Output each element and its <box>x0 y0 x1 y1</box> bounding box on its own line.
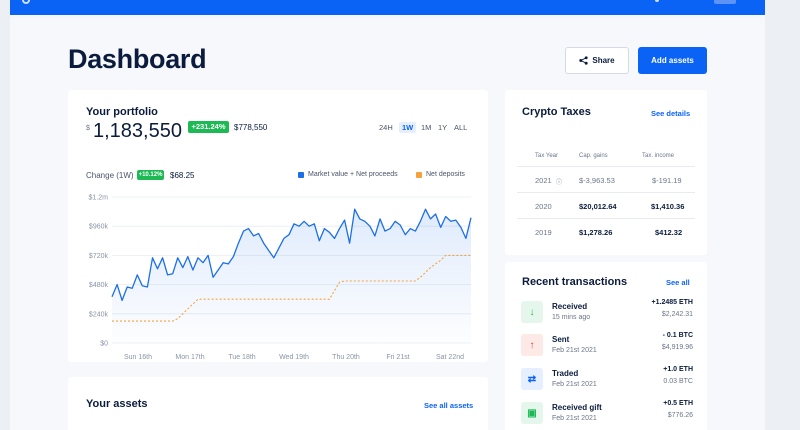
share-button[interactable]: Share <box>565 47 629 74</box>
x-tick-label: Mon 17th <box>175 354 204 361</box>
transaction-type: Sent <box>552 335 570 344</box>
tax-income: $412.32 <box>655 228 683 237</box>
market-value-line <box>111 208 472 302</box>
x-tick-label: Sat 22nd <box>436 354 464 361</box>
transaction-time: 15 mins ago <box>552 314 591 321</box>
portfolio-chart: $0 $240k $480k $720k $960k $1.2m Sun 16th Mon 1… <box>89 195 472 361</box>
notification-icon[interactable] <box>655 0 659 2</box>
transaction-item[interactable]: ⇄ Traded Feb 21st 2021 +1.0 ETH 0.03 BTC <box>521 366 693 396</box>
range-all[interactable]: ALL <box>454 123 468 132</box>
market-value-area <box>112 209 471 343</box>
transaction-usd: $2,242.31 <box>661 311 693 318</box>
y-tick-label: $720k <box>89 253 109 260</box>
tax-income: $-191.19 <box>652 176 682 185</box>
legend-label: Market value + Net proceeds <box>308 171 398 178</box>
change-amount: $68.25 <box>170 171 195 180</box>
cap-gains: $20,012.64 <box>579 202 617 211</box>
portfolio-card: Your portfolio $ 1,183,550 +231.24% $778… <box>68 90 488 362</box>
table-row[interactable]: 2021 ⓘ $-3,963.53 $-191.19 <box>517 166 695 192</box>
transaction-time: Feb 21st 2021 <box>552 415 597 422</box>
dashboard-page: Dashboard Share Add assets Your portfoli… <box>10 15 765 430</box>
transactions-title: Recent transactions <box>522 276 628 288</box>
x-tick-label: Fri 21st <box>386 354 409 361</box>
taxes-title: Crypto Taxes <box>522 106 591 118</box>
transaction-amount: +1.2485 ETH <box>651 299 693 306</box>
legend-label: Net deposits <box>426 171 465 178</box>
y-tick-label: $0 <box>100 341 108 348</box>
transaction-item[interactable]: ▣ Received gift Feb 21st 2021 +0.5 ETH $… <box>521 400 693 430</box>
portfolio-balance: 1,183,550 <box>93 120 182 142</box>
portfolio-title: Your portfolio <box>86 106 158 118</box>
range-1y[interactable]: 1Y <box>438 123 448 132</box>
menu-icon[interactable] <box>22 0 30 4</box>
add-assets-button[interactable]: Add assets <box>638 47 707 74</box>
share-label: Share <box>592 56 615 65</box>
gain-amount: $778,550 <box>234 123 268 132</box>
range-24h[interactable]: 24H <box>379 123 393 132</box>
legend-net-deposits: Net deposits <box>416 171 465 178</box>
gain-percent-badge: +231.24% <box>188 121 229 133</box>
transaction-type: Traded <box>552 369 579 378</box>
table-row[interactable]: 2019 $1,278.26 $412.32 <box>517 218 695 244</box>
legend-market-value: Market value + Net proceeds <box>298 171 398 178</box>
transaction-type: Received <box>552 302 588 311</box>
change-label: Change (1W) <box>86 171 134 180</box>
page-title: Dashboard <box>68 44 207 74</box>
table-row[interactable]: 2020 $20,012.64 $1,410.36 <box>517 192 695 218</box>
col-tax-year: Tax Year <box>535 153 559 159</box>
see-all-assets-link[interactable]: See all assets <box>424 401 474 410</box>
legend-swatch <box>298 171 304 178</box>
col-cap-gains: Cap. gains <box>579 153 608 159</box>
arrow-down-icon: ↓ <box>521 301 543 323</box>
assets-title: Your assets <box>86 398 148 410</box>
transaction-amount: +0.5 ETH <box>663 400 693 407</box>
legend-swatch <box>416 171 422 178</box>
transaction-type: Received gift <box>552 403 602 412</box>
range-1m[interactable]: 1M <box>421 123 432 132</box>
y-tick-label: $960k <box>89 224 109 231</box>
net-deposits-line <box>112 254 471 322</box>
swap-icon: ⇄ <box>521 368 543 390</box>
transaction-usd: 0.03 BTC <box>663 378 693 385</box>
transaction-usd: $776.26 <box>667 412 693 419</box>
tax-year: 2020 <box>535 202 552 211</box>
share-icon <box>579 56 589 65</box>
transaction-time: Feb 21st 2021 <box>552 347 597 354</box>
crypto-taxes-card: Crypto Taxes See details Tax Year Cap. g… <box>505 90 707 255</box>
y-tick-label: $480k <box>89 282 109 289</box>
transaction-amount: - 0.1 BTC <box>662 332 693 339</box>
info-icon: ⓘ <box>556 180 563 186</box>
recent-transactions-card: Recent transactions See all ↓ Received 1… <box>505 262 707 430</box>
x-tick-label: Thu 20th <box>332 354 360 361</box>
tax-income: $1,410.36 <box>651 202 685 211</box>
your-assets-card: Your assets See all assets <box>68 377 488 430</box>
x-tick-label: Tue 18th <box>228 354 255 361</box>
x-tick-label: Wed 19th <box>279 354 309 361</box>
see-all-transactions-link[interactable]: See all <box>666 278 690 287</box>
y-tick-label: $240k <box>89 311 109 318</box>
transaction-time: Feb 21st 2021 <box>552 381 597 388</box>
see-details-link[interactable]: See details <box>651 109 691 118</box>
currency-symbol: $ <box>86 125 90 132</box>
arrow-up-icon: ↑ <box>521 334 543 356</box>
top-navigation-bar <box>10 0 765 15</box>
transaction-amount: +1.0 ETH <box>663 366 693 373</box>
cap-gains: $-3,963.53 <box>579 176 615 185</box>
transaction-item[interactable]: ↓ Received 15 mins ago +1.2485 ETH $2,24… <box>521 299 693 329</box>
y-tick-label: $1.2m <box>89 195 109 202</box>
gift-icon: ▣ <box>521 402 543 424</box>
tax-year: 2019 <box>535 228 552 237</box>
change-percent-badge: +10.12% <box>137 170 164 180</box>
transaction-usd: $4,919.96 <box>661 344 693 351</box>
col-tax-income: Tax. income <box>642 153 675 159</box>
x-tick-label: Sun 16th <box>124 354 152 361</box>
tax-year: 2021 <box>535 176 552 185</box>
transaction-item[interactable]: ↑ Sent Feb 21st 2021 - 0.1 BTC $4,919.96 <box>521 332 693 362</box>
account-button[interactable] <box>714 0 736 4</box>
cap-gains: $1,278.26 <box>579 228 613 237</box>
range-1w[interactable]: 1W <box>399 122 417 133</box>
